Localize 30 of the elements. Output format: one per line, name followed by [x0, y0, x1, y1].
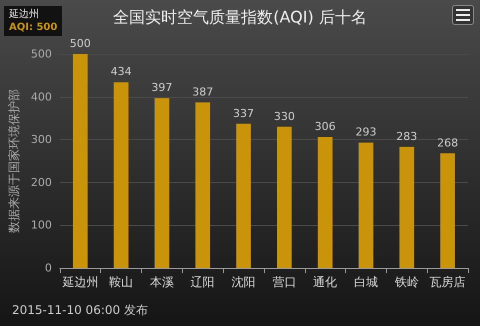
data-label: 268	[437, 136, 458, 150]
data-label: 397	[151, 81, 172, 94]
text: 延边州 AQI: 500	[9, 8, 58, 34]
y-axis-title: 数据来源于国家环境保护部	[7, 89, 21, 233]
y-tick-label: 300	[30, 133, 52, 146]
data-label: 387	[192, 85, 214, 98]
y-tick-label: 200	[30, 176, 52, 189]
x-tick-label: 通化	[313, 275, 338, 289]
x-tick-label: 延边州	[61, 275, 98, 289]
y-tick-label: 100	[30, 218, 52, 232]
y-tick-label: 0	[44, 262, 52, 274]
x-tick-label: 瓦房店	[430, 275, 466, 289]
x-tick-label: 本溪	[150, 275, 174, 289]
x-tick-label: 沈阳	[232, 275, 256, 289]
x-tick-label: 白城	[354, 275, 378, 289]
data-label: 283	[396, 130, 418, 143]
chart-title: 全国实时空气质量指数(AQI) 后十名	[113, 8, 367, 26]
data-label: 306	[314, 120, 336, 134]
y-tick-label: 500	[30, 48, 52, 60]
x-tick-label: 铁岭	[394, 275, 419, 289]
y-tick-label: 400	[30, 90, 52, 104]
data-label: 434	[110, 65, 132, 78]
data-label: 330	[274, 110, 295, 123]
data-label: 337	[233, 106, 254, 120]
x-tick-label: 辽阳	[190, 275, 215, 289]
x-tick-label: 营口	[272, 275, 296, 289]
text: 2015-11-10 06:00 发布	[12, 303, 148, 317]
data-label: 293	[355, 126, 376, 139]
x-tick-label: 鞍山	[109, 275, 134, 289]
data-label: 500	[70, 37, 91, 50]
